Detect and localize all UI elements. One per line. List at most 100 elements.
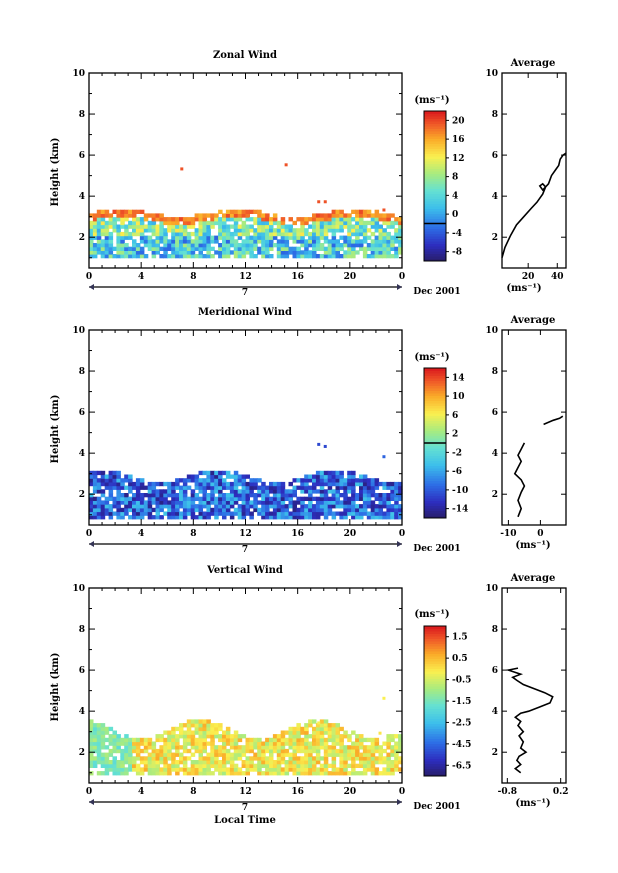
colorbar-segment (424, 440, 446, 444)
heatmap-cell (362, 481, 368, 487)
heatmap-cell (163, 730, 168, 735)
heatmap-cell (257, 752, 262, 757)
heatmap-cell (292, 239, 297, 244)
heatmap-cell (237, 213, 243, 218)
heatmap-cell (323, 444, 327, 448)
heatmap-cell (237, 246, 243, 251)
heatmap-cell (222, 235, 227, 240)
heatmap-cell (245, 246, 250, 251)
heatmap-cell (339, 243, 344, 248)
heatmap-cell (394, 246, 399, 251)
heatmap-cell (257, 485, 262, 490)
heatmap-cell (104, 209, 110, 214)
heatmap-cell (276, 239, 282, 244)
heatmap-cell (280, 481, 286, 487)
heatmap-cell (135, 493, 141, 498)
heatmap-cell (288, 228, 293, 233)
heatmap-cell (323, 228, 329, 233)
heatmap-cell (351, 756, 356, 761)
heatmap-cell (186, 748, 192, 754)
heatmap-cell (331, 220, 337, 226)
heatmap-cell (280, 231, 286, 237)
heatmap-cell (163, 217, 168, 222)
heatmap-cell (335, 771, 340, 776)
heatmap-cell (366, 493, 372, 498)
heatmap-cell (128, 737, 133, 743)
heatmap-cell (386, 760, 391, 765)
heatmap-cell (398, 228, 403, 233)
heatmap-cell (116, 493, 121, 498)
heatmap-cell (308, 723, 313, 728)
heatmap-cell (319, 741, 325, 746)
heatmap-cell (194, 496, 200, 501)
heatmap-cell (135, 763, 141, 768)
heatmap-cell (323, 507, 329, 513)
heatmap-cell (237, 224, 243, 229)
heatmap-cell (120, 515, 125, 520)
heatmap-cell (315, 723, 321, 728)
heatmap-cell (198, 771, 203, 776)
heatmap-cell (327, 246, 333, 251)
heatmap-cell (175, 485, 180, 490)
colorbar-tick-label: 6 (452, 411, 458, 421)
heatmap-cell (167, 771, 172, 776)
heatmap-cell (206, 719, 211, 724)
x-tick-label: 0 (399, 272, 405, 282)
y-tick-label: 6 (79, 408, 85, 418)
heatmap-cell (139, 504, 145, 509)
heatmap-cell (300, 224, 305, 229)
heatmap-cell (304, 478, 309, 483)
heatmap-cell (288, 481, 293, 487)
heatmap-cell (206, 220, 211, 226)
colorbar-segment (424, 726, 446, 729)
heatmap-cell (96, 231, 102, 237)
heatmap-cell (269, 246, 274, 251)
heatmap-cell (171, 224, 176, 229)
heatmap-cell (104, 235, 110, 240)
heatmap-cell (378, 228, 383, 233)
heatmap-cell (394, 760, 399, 765)
heatmap-cell (386, 246, 391, 251)
heatmap-cell (398, 504, 403, 509)
heatmap-cell (355, 748, 360, 754)
heatmap-cell (331, 470, 337, 476)
heatmap-cell (370, 478, 376, 483)
heatmap-cell (132, 760, 137, 765)
heatmap-cell (257, 748, 262, 754)
heatmap-cell (374, 496, 380, 501)
heatmap-cell (218, 474, 223, 479)
heatmap-cell (124, 760, 129, 765)
heatmap-cell (222, 741, 227, 746)
heatmap-cell (343, 481, 348, 487)
colorbar-segment (424, 126, 446, 129)
heatmap-cell (112, 734, 117, 739)
heatmap-cell (261, 224, 266, 229)
heatmap-cell (362, 250, 368, 255)
heatmap-cell (218, 209, 223, 214)
average-profile-line (501, 152, 567, 258)
heatmap-cell (304, 481, 309, 487)
heatmap-cell (179, 756, 184, 761)
heatmap-cell (108, 478, 114, 483)
colorbar-segment (424, 488, 446, 491)
heatmap-cell (280, 507, 286, 513)
heatmap-cell (89, 474, 94, 479)
heatmap-cell (128, 474, 133, 479)
heatmap-cell (331, 745, 337, 750)
heatmap-cell (261, 228, 266, 233)
heatmap-cell (198, 515, 203, 520)
heatmap-cell (159, 220, 164, 226)
heatmap-cell (89, 756, 94, 761)
heatmap-cell (296, 760, 301, 765)
heatmap-cell (370, 489, 376, 494)
heatmap-cell (210, 771, 215, 776)
heatmap-cell (343, 748, 348, 754)
y-tick-label: 6 (79, 151, 85, 161)
heatmap-cell (269, 760, 274, 765)
heatmap-cell (272, 767, 278, 772)
heatmap-cell (229, 243, 235, 248)
heatmap-cell (335, 224, 340, 229)
heatmap-cell (312, 741, 317, 746)
